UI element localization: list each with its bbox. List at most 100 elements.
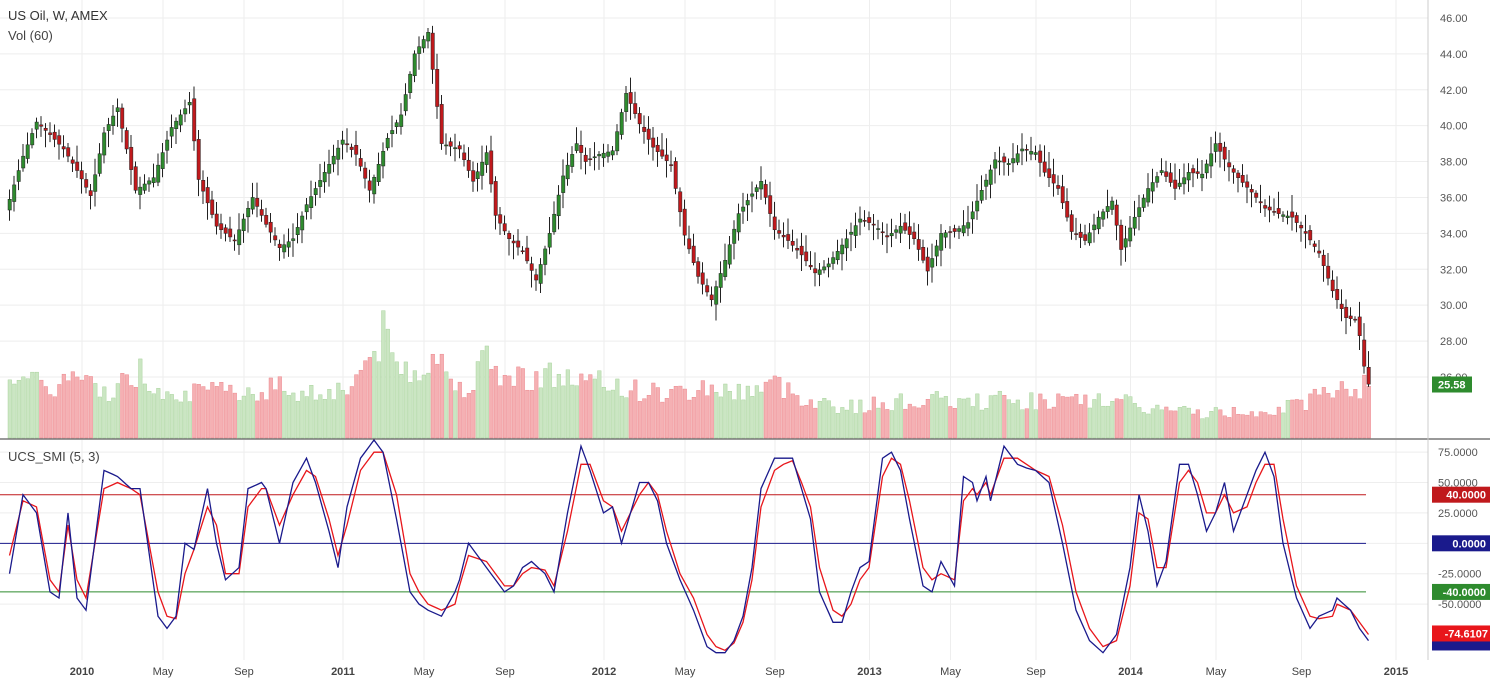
volume-bar bbox=[385, 328, 390, 439]
volume-bar bbox=[525, 389, 530, 439]
volume-bar bbox=[723, 383, 728, 439]
volume-bar bbox=[1173, 410, 1178, 439]
volume-bar bbox=[228, 384, 233, 439]
time-tick-label: 2012 bbox=[592, 666, 616, 678]
candle-body bbox=[367, 180, 372, 191]
candle-body bbox=[912, 231, 917, 239]
volume-bar bbox=[907, 403, 912, 439]
volume-bar bbox=[34, 371, 39, 439]
volume-bar bbox=[574, 385, 579, 439]
grid-layer bbox=[0, 0, 1428, 660]
candle-body bbox=[61, 146, 66, 150]
volume-bar bbox=[241, 395, 246, 439]
volume-bar bbox=[538, 387, 543, 439]
candle-body bbox=[336, 147, 341, 160]
volume-label[interactable]: Vol (60) bbox=[8, 28, 53, 43]
volume-bar bbox=[606, 390, 611, 439]
candle-body bbox=[750, 193, 755, 197]
candle-body bbox=[723, 260, 728, 277]
volume-bar bbox=[745, 385, 750, 439]
volume-bar bbox=[1069, 396, 1074, 439]
time-tick-label: May bbox=[675, 666, 696, 678]
volume-bar bbox=[88, 376, 93, 439]
candle-body bbox=[804, 251, 809, 262]
candle-body bbox=[709, 294, 714, 301]
volume-bar bbox=[876, 407, 881, 439]
candle-body bbox=[700, 272, 705, 285]
candle-body bbox=[250, 197, 255, 210]
volume-bar bbox=[48, 394, 53, 439]
volume-bar bbox=[66, 380, 71, 439]
main-legend: US Oil, W, AMEX Vol (60) bbox=[8, 6, 108, 46]
candle-body bbox=[1074, 233, 1079, 235]
volume-bar bbox=[372, 351, 377, 439]
volume-bar bbox=[16, 379, 21, 439]
volume-bar bbox=[237, 400, 242, 439]
candle-body bbox=[475, 171, 480, 179]
volume-bar bbox=[448, 378, 453, 439]
volume-bar bbox=[300, 390, 305, 439]
candle-body bbox=[1105, 206, 1110, 212]
candle-body bbox=[457, 145, 462, 150]
indicator-tick-label: 75.0000 bbox=[1438, 447, 1478, 459]
candle-body bbox=[1254, 192, 1259, 198]
volume-bar bbox=[646, 395, 651, 439]
price-tick-label: 28.00 bbox=[1440, 336, 1468, 348]
volume-bar bbox=[1047, 408, 1052, 439]
volume-bar bbox=[790, 393, 795, 439]
candle-body bbox=[133, 166, 138, 191]
candle-body bbox=[237, 229, 242, 246]
candle-body bbox=[696, 261, 701, 277]
candle-body bbox=[1290, 211, 1295, 218]
signal-line bbox=[8, 451, 1370, 652]
candle-body bbox=[313, 188, 318, 195]
candle-body bbox=[570, 154, 575, 167]
volume-bar bbox=[1326, 392, 1331, 439]
volume-bar bbox=[1155, 404, 1160, 439]
candle-body bbox=[1231, 168, 1236, 173]
volume-bar bbox=[637, 401, 642, 439]
candle-body bbox=[165, 139, 170, 151]
volume-bar bbox=[871, 396, 876, 439]
volume-bar bbox=[547, 362, 552, 439]
candle-body bbox=[799, 245, 804, 256]
candle-body bbox=[714, 286, 719, 305]
candle-body bbox=[1362, 339, 1367, 367]
volume-bar bbox=[1321, 387, 1326, 439]
candle-body bbox=[1272, 211, 1277, 213]
candle-body bbox=[930, 258, 935, 268]
volume-bar bbox=[862, 412, 867, 439]
volume-bar bbox=[1303, 410, 1308, 439]
symbol-title[interactable]: US Oil, W, AMEX bbox=[8, 8, 108, 23]
volume-bar bbox=[1024, 408, 1029, 439]
volume-bar bbox=[399, 374, 404, 439]
candle-body bbox=[169, 127, 174, 137]
candle-body bbox=[273, 235, 278, 241]
candle-body bbox=[1276, 208, 1281, 214]
volume-bar bbox=[912, 406, 917, 439]
volume-bar bbox=[691, 397, 696, 439]
candle-body bbox=[952, 228, 957, 232]
candle-body bbox=[1186, 172, 1191, 181]
volume-bar bbox=[12, 383, 17, 439]
candle-body bbox=[1137, 207, 1142, 217]
volume-bar bbox=[705, 395, 710, 439]
candle-body bbox=[1353, 318, 1358, 321]
volume-bar bbox=[736, 383, 741, 439]
volume-bar bbox=[1204, 417, 1209, 439]
candle-body bbox=[174, 120, 179, 129]
volume-bar bbox=[1330, 397, 1335, 439]
volume-bar bbox=[210, 382, 215, 439]
volume-bar bbox=[1123, 394, 1128, 439]
volume-bar bbox=[1335, 390, 1340, 439]
volume-bar bbox=[363, 360, 368, 439]
volume-bar bbox=[1258, 411, 1263, 439]
volume-bar bbox=[174, 399, 179, 439]
candle-body bbox=[421, 39, 426, 49]
volume-bar bbox=[1272, 414, 1277, 439]
candle-layer bbox=[7, 25, 1371, 387]
volume-bar bbox=[889, 410, 894, 439]
volume-bar bbox=[498, 385, 503, 439]
indicator-legend[interactable]: UCS_SMI (5, 3) bbox=[8, 449, 100, 464]
